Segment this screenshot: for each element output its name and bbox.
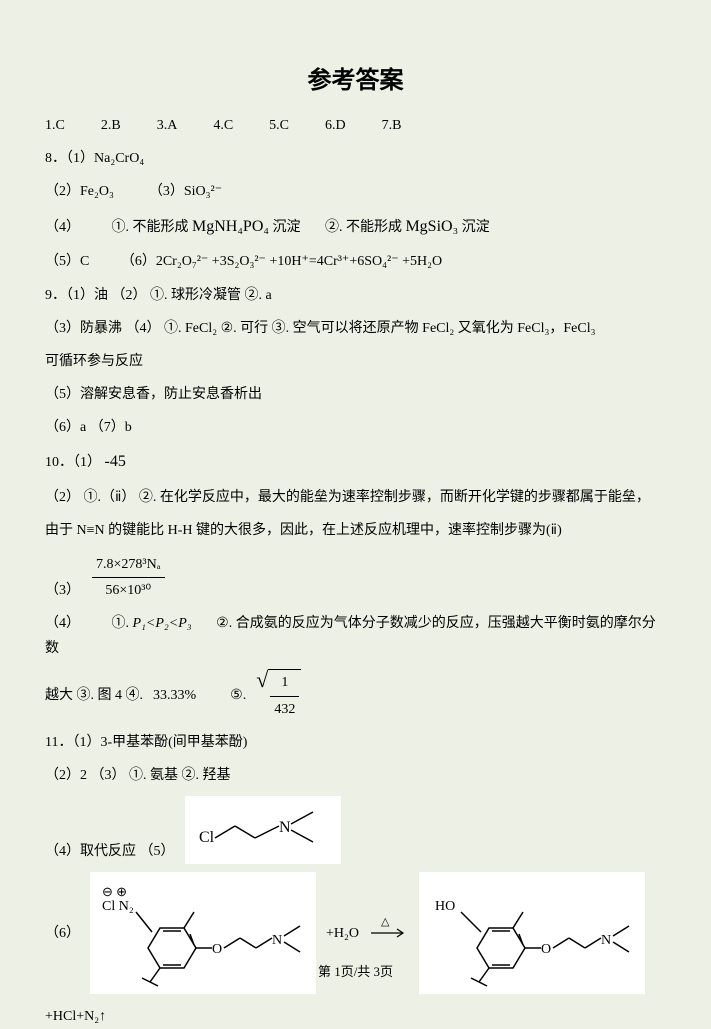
mc-1: 1.C	[45, 113, 65, 138]
q8-4g: 沉淀	[462, 220, 490, 235]
mc-6: 6.D	[325, 113, 346, 138]
q8-4d: 沉淀	[272, 220, 300, 235]
q8-5: （5）C （6）2Cr₂O₇²⁻ +3S₂O₃²⁻ +10H⁺=4Cr³⁺+6S…	[45, 249, 666, 274]
q11-6a: （6）	[45, 921, 80, 946]
q10-1: 10．（1） -45	[45, 448, 666, 477]
svg-text:N: N	[601, 933, 611, 948]
q11-6b: +H₂O	[326, 921, 359, 946]
q8-4c: MgNH₄PO₄	[192, 218, 269, 235]
q10-1a: 10．（1）	[45, 455, 101, 470]
mc-5: 5.C	[269, 113, 289, 138]
svg-text:HO: HO	[435, 899, 455, 914]
q10-2b3: 的键能比 H-H 键的大很多，因此，在上述反应机理中，速率控制步骤为(ⅱ)	[108, 523, 562, 538]
mc-7: 7.B	[382, 113, 402, 138]
q11-2: （2）2 （3） ①. 氨基 ②. 羟基	[45, 763, 666, 788]
q9-5: （5）溶解安息香，防止安息香析出	[45, 382, 666, 407]
svg-text:Cl: Cl	[199, 829, 215, 846]
q10-4f: 33.33%	[153, 683, 196, 708]
q8-4e: ②. 不能形成	[325, 220, 402, 235]
mc-3: 3.A	[157, 113, 178, 138]
svg-text:N: N	[279, 819, 291, 836]
q8-4: （4） ①. 不能形成 MgNH₄PO₄ 沉淀 ②. 不能形成 MgSiO₃ 沉…	[45, 213, 666, 242]
q10-2b1: 由于	[45, 523, 73, 538]
q8-5b: （6）2Cr₂O₇²⁻ +3S₂O₃²⁻ +10H⁺=4Cr³⁺+6SO₄²⁻ …	[121, 254, 442, 269]
page-footer: 第 1页/共 3页	[0, 961, 711, 980]
q8-2b: （3）SiO₃²⁻	[149, 184, 222, 199]
svg-text:Cl N₂: Cl N₂	[102, 899, 134, 914]
q11-6-row: （6） ⊖ ⊕ Cl N₂ O N +H₂O △	[45, 872, 666, 1029]
mc-answers: 1.C 2.B 3.A 4.C 5.C 6.D 7.B	[45, 113, 666, 138]
structure-small: Cl N	[185, 796, 341, 864]
q8-2a: （2）Fe₂O₃	[45, 184, 114, 199]
q10-4e: 越大 ③. 图 4 ④.	[45, 683, 143, 708]
q10-1b: -45	[105, 453, 126, 470]
q10-2b: 由于 N≡N 的键能比 H-H 键的大很多，因此，在上述反应机理中，速率控制步骤…	[45, 518, 666, 543]
q9-1: 9．（1）油 （2） ①. 球形冷凝管 ②. a	[45, 283, 666, 308]
q9-3: （3）防暴沸 （4） ①. FeCl₂ ②. 可行 ③. 空气可以将还原产物 F…	[45, 316, 666, 341]
svg-text:N: N	[272, 933, 282, 948]
delta-label: △	[381, 913, 389, 933]
q10-2: （2） ①.（ⅱ） ②. 在化学反应中，最大的能垒为速率控制步骤，而断开化学键的…	[45, 485, 666, 510]
frac-num: 7.8×278³Nₐ	[92, 552, 165, 578]
q10-4e-row: 越大 ③. 图 4 ④. 33.33% ⑤. √ 1 432	[45, 669, 666, 721]
q8-5a: （5）C	[45, 254, 89, 269]
frac-den: 56×10³⁰	[92, 578, 165, 603]
q11-4-row: （4）取代反应 （5） Cl N	[45, 796, 666, 864]
q10-4b: ①.	[112, 616, 130, 631]
q8-4a: （4）	[45, 220, 80, 235]
q8-4f: MgSiO₃	[405, 218, 458, 235]
sqrt-num: 1	[270, 670, 299, 696]
page-title: 参考答案	[45, 60, 666, 95]
q10-3-frac: 7.8×278³Nₐ 56×10³⁰	[92, 552, 165, 603]
q11-4a: （4）取代反应 （5）	[45, 839, 175, 864]
q10-3: （3） 7.8×278³Nₐ 56×10³⁰	[45, 552, 666, 603]
q10-4g: ⑤.	[230, 683, 246, 708]
sqrt-den: 432	[270, 697, 299, 722]
svg-text:O: O	[541, 942, 551, 957]
sqrt-body: 1 432	[268, 669, 301, 721]
svg-text:⊖ ⊕: ⊖ ⊕	[102, 884, 127, 899]
q8-1: 8．（1）Na₂CrO₄	[45, 146, 666, 171]
q10-4: （4） ①. P₁<P₂<P₃ ②. 合成氨的反应为气体分子数减少的反应，压强越…	[45, 611, 666, 661]
q11-6d: +HCl+N₂↑	[45, 1004, 106, 1029]
q10-sqrt: √ 1 432	[256, 669, 301, 721]
q9-6: （6）a （7）b	[45, 415, 666, 440]
q10-2b2: N≡N	[77, 523, 105, 538]
q9-3b: 可循环参与反应	[45, 349, 666, 374]
mc-2: 2.B	[101, 113, 121, 138]
q11-1: 11．（1）3-甲基苯酚(间甲基苯酚)	[45, 730, 666, 755]
arrow-icon: △	[369, 927, 409, 939]
q10-4a: （4）	[45, 616, 80, 631]
q8-4b: ①. 不能形成	[112, 220, 189, 235]
q10-3a: （3）	[45, 578, 80, 603]
q8-2: （2）Fe₂O₃ （3）SiO₃²⁻	[45, 179, 666, 204]
svg-text:O: O	[212, 942, 222, 957]
q10-4c: P₁<P₂<P₃	[133, 616, 192, 631]
mc-4: 4.C	[213, 113, 233, 138]
sqrt-icon: √	[256, 669, 268, 721]
